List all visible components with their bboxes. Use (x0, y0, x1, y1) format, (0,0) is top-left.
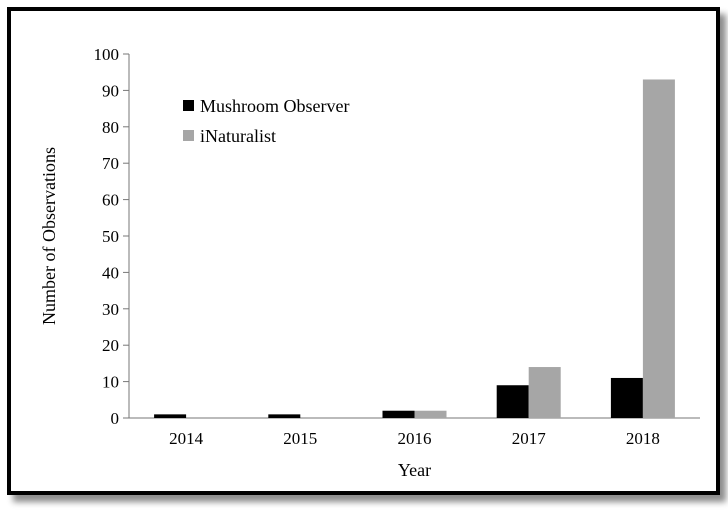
legend-label-mushroom-observer: Mushroom Observer (200, 96, 349, 116)
bars (154, 79, 675, 418)
legend: Mushroom Observer iNaturalist (183, 96, 349, 146)
y-ticks: 0 10 20 30 40 50 60 70 80 90 100 (94, 45, 129, 428)
y-axis-title: Number of Observations (39, 147, 59, 325)
x-tick-label: 2016 (398, 429, 432, 448)
bar-mushroom-observer-2015 (268, 414, 301, 418)
x-tick-label: 2015 (283, 429, 317, 448)
bar-mushroom-observer-2018 (610, 377, 643, 418)
y-tick-label: 50 (102, 227, 119, 246)
bar-inaturalist-2017 (528, 367, 561, 418)
y-tick-label: 0 (111, 409, 120, 428)
x-tick-label: 2017 (512, 429, 547, 448)
chart-frame (7, 7, 720, 495)
x-axis-title: Year (398, 460, 431, 480)
y-tick-label: 40 (102, 263, 119, 282)
y-tick-label: 60 (102, 191, 119, 210)
y-tick-label: 70 (102, 154, 119, 173)
y-tick-label: 30 (102, 300, 119, 319)
y-tick-label: 100 (94, 45, 120, 64)
bar-mushroom-observer-2014 (154, 414, 187, 418)
bar-mushroom-observer-2016 (382, 410, 415, 418)
legend-swatch-inaturalist (183, 130, 194, 141)
y-tick-label: 80 (102, 118, 119, 137)
x-tick-label: 2014 (169, 429, 204, 448)
x-ticks: 2014 2015 2016 2017 2018 (169, 429, 660, 448)
legend-swatch-mushroom-observer (183, 100, 194, 111)
y-tick-label: 90 (102, 81, 119, 100)
bar-inaturalist-2018 (642, 79, 675, 418)
x-tick-label: 2018 (626, 429, 660, 448)
y-tick-label: 10 (102, 373, 119, 392)
bar-inaturalist-2016 (414, 410, 447, 418)
y-tick-label: 20 (102, 336, 119, 355)
bar-mushroom-observer-2017 (496, 385, 529, 418)
legend-label-inaturalist: iNaturalist (200, 126, 276, 146)
